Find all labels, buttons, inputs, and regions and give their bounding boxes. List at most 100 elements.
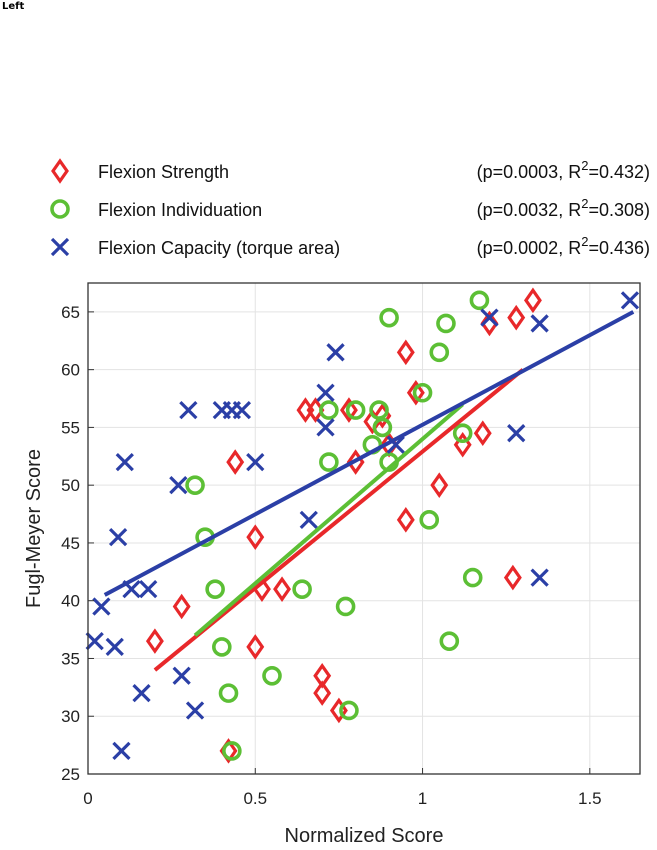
- data-point-diamond: [246, 524, 265, 550]
- data-point-circle: [379, 307, 399, 328]
- data-point-x: [115, 452, 134, 472]
- legend-stat: (p=0.0002, R2=0.436): [477, 234, 650, 258]
- data-point-circle: [319, 400, 339, 420]
- data-point-x: [232, 400, 252, 420]
- data-point-x: [316, 383, 335, 402]
- legend-item: Flexion Individuation (p=0.0032, R2=0.308…: [50, 196, 650, 220]
- data-point-circle: [319, 452, 339, 472]
- legend-stat: (p=0.0003, R2=0.432): [477, 158, 650, 182]
- data-point-circle: [412, 382, 433, 403]
- data-point-x: [139, 580, 158, 599]
- data-point-x: [172, 666, 191, 685]
- legend-marker-diamond: [51, 158, 69, 184]
- legend-marker-x: [50, 237, 70, 257]
- data-point-circle: [439, 631, 460, 651]
- data-point-circle: [452, 423, 473, 443]
- y-tick-label: 50: [61, 476, 80, 495]
- data-point-diamond: [339, 397, 358, 423]
- data-point-diamond: [430, 472, 449, 498]
- corner-label: Left: [2, 1, 25, 12]
- data-point-circle: [339, 700, 359, 721]
- y-tick-label: 40: [61, 592, 80, 611]
- data-point-x: [179, 400, 198, 420]
- data-point-x: [132, 683, 151, 703]
- legend: Flexion Strength (p=0.0003, R2=0.432)Flex…: [50, 158, 650, 258]
- data-point-circle: [436, 313, 456, 334]
- data-point-diamond: [507, 304, 526, 331]
- y-tick-label: 55: [61, 418, 80, 437]
- x-axis-title: Normalized Score: [285, 825, 444, 847]
- data-point-circle: [369, 400, 389, 420]
- data-point-x: [112, 741, 131, 761]
- fit-line-x: [103, 310, 635, 597]
- data-point-x: [108, 528, 128, 547]
- data-point-circle: [429, 342, 450, 363]
- legend-label: Flexion Strength: [98, 162, 229, 182]
- data-point-diamond: [246, 634, 265, 660]
- data-point-diamond: [273, 576, 291, 602]
- data-point-x: [169, 476, 188, 495]
- plot-background: [88, 283, 640, 774]
- data-point-diamond: [313, 680, 332, 706]
- x-tick-label: 0.5: [243, 789, 267, 808]
- data-point-diamond: [145, 628, 164, 654]
- data-point-x: [480, 308, 499, 327]
- series-layer: [85, 287, 640, 764]
- data-point-x: [620, 291, 640, 310]
- fit-line-circle: [193, 402, 464, 637]
- data-point-circle: [262, 665, 282, 686]
- legend-item: Flexion Capacity (torque area) (p=0.0002,…: [50, 234, 650, 258]
- y-tick-label: 45: [61, 534, 80, 553]
- data-point-x: [326, 343, 345, 362]
- data-point-x: [386, 435, 405, 454]
- data-point-diamond: [473, 420, 492, 446]
- data-point-x: [92, 597, 111, 616]
- data-point-x: [105, 637, 124, 657]
- data-point-x: [246, 452, 265, 472]
- data-point-circle: [469, 290, 490, 311]
- data-point-circle: [335, 596, 356, 617]
- data-point-x: [185, 701, 205, 720]
- plot-frame: [87, 282, 641, 775]
- data-point-diamond: [172, 593, 191, 620]
- y-tick-label: 25: [61, 765, 80, 784]
- y-axis-title: Fugl-Meyer Score: [23, 449, 45, 608]
- x-tick-label: 0: [83, 789, 92, 808]
- legend-label: Flexion Capacity (torque area): [98, 238, 340, 258]
- data-point-circle: [419, 510, 440, 530]
- y-tick-label: 60: [61, 361, 80, 380]
- data-point-x: [299, 510, 318, 529]
- data-point-circle: [205, 579, 225, 599]
- y-tick-label: 35: [61, 649, 80, 668]
- legend-label: Flexion Individuation: [98, 200, 262, 220]
- data-point-x: [316, 418, 335, 437]
- data-point-circle: [345, 400, 366, 420]
- data-point-circle: [218, 683, 239, 703]
- x-axis-ticks: 0 0.5 1 1.5: [83, 768, 602, 808]
- data-point-circle: [212, 637, 232, 657]
- y-tick-label: 65: [61, 303, 80, 322]
- data-point-diamond: [406, 379, 425, 406]
- data-point-diamond: [396, 339, 415, 366]
- y-tick-label: 30: [61, 707, 80, 726]
- series-x: [85, 291, 640, 761]
- data-point-x: [507, 424, 526, 443]
- legend-marker-circle: [50, 199, 70, 219]
- y-axis-ticks: 25 30 35 40 45 50 55 60 65: [61, 303, 94, 784]
- data-point-circle: [372, 417, 393, 438]
- data-point-diamond: [396, 507, 415, 533]
- data-point-circle: [462, 567, 483, 588]
- series-circle: [185, 290, 490, 761]
- data-point-circle: [185, 475, 205, 495]
- data-point-circle: [292, 579, 312, 599]
- data-point-x: [530, 568, 549, 587]
- data-point-diamond: [523, 287, 542, 314]
- data-point-circle: [222, 741, 242, 761]
- legend-item: Flexion Strength (p=0.0003, R2=0.432): [51, 158, 650, 184]
- legend-stat: (p=0.0032, R2=0.308): [477, 196, 650, 220]
- plot-area: [85, 282, 641, 775]
- x-tick-label: 1.5: [578, 789, 602, 808]
- fit-line-diamond: [153, 368, 525, 672]
- data-point-diamond: [226, 449, 245, 475]
